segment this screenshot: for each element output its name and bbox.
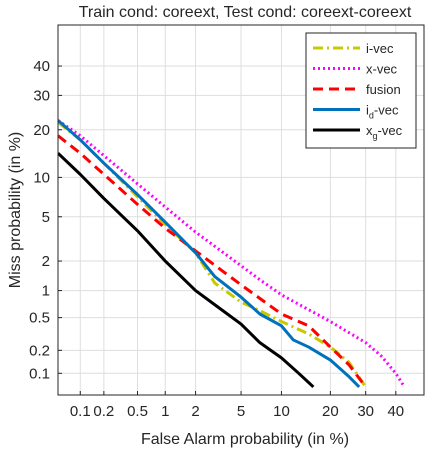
series-line-xg-vec [58, 152, 315, 389]
x-tick-label: 40 [387, 403, 404, 420]
y-axis-label: Miss probability (in %) [7, 132, 24, 288]
y-tick-label: 2 [42, 253, 50, 270]
x-tick-label: 0.5 [127, 403, 148, 420]
y-tick-label: 1 [42, 283, 50, 300]
y-tick-label: 20 [33, 122, 50, 139]
series-layer [58, 119, 406, 389]
x-tick-label: 30 [357, 403, 374, 420]
x-tick-label: 1 [161, 403, 169, 420]
series-line-fusion [58, 134, 367, 388]
y-tick-label: 0.2 [29, 342, 50, 359]
x-tick-label: 5 [237, 403, 245, 420]
y-tick-label: 0.5 [29, 310, 50, 327]
y-axis-ticks: 0.1 0.2 0.5 1 2 5 10 20 30 40 [29, 58, 62, 382]
x-tick-label: 0.2 [93, 403, 114, 420]
x-axis-ticks: 0.1 0.2 0.5 1 2 5 10 20 30 40 [70, 391, 404, 420]
legend-label-xg-vec: xg-vec [366, 123, 403, 141]
y-tick-label: 5 [42, 209, 50, 226]
y-tick-label: 0.1 [29, 365, 50, 382]
x-tick-label: 0.1 [70, 403, 91, 420]
legend-label-x-vec: x-vec [366, 62, 398, 77]
x-tick-label: 2 [191, 403, 199, 420]
legend-label-i-vec: i-vec [366, 41, 394, 56]
y-tick-label: 30 [33, 87, 50, 104]
legend-label-id-vec: id-vec [366, 103, 399, 121]
legend: i-vec x-vec fusion id-vec xg-vec [305, 32, 417, 149]
series-line-x-vec [58, 119, 406, 388]
x-tick-label: 10 [273, 403, 290, 420]
x-axis-label: False Alarm probability (in %) [141, 431, 349, 448]
chart-title: Train cond: coreext, Test cond: coreext-… [79, 4, 412, 21]
y-tick-label: 40 [33, 58, 50, 75]
series-line-id-vec [58, 119, 361, 388]
x-tick-label: 20 [322, 403, 339, 420]
legend-label-fusion: fusion [366, 82, 401, 97]
y-tick-label: 10 [33, 169, 50, 186]
